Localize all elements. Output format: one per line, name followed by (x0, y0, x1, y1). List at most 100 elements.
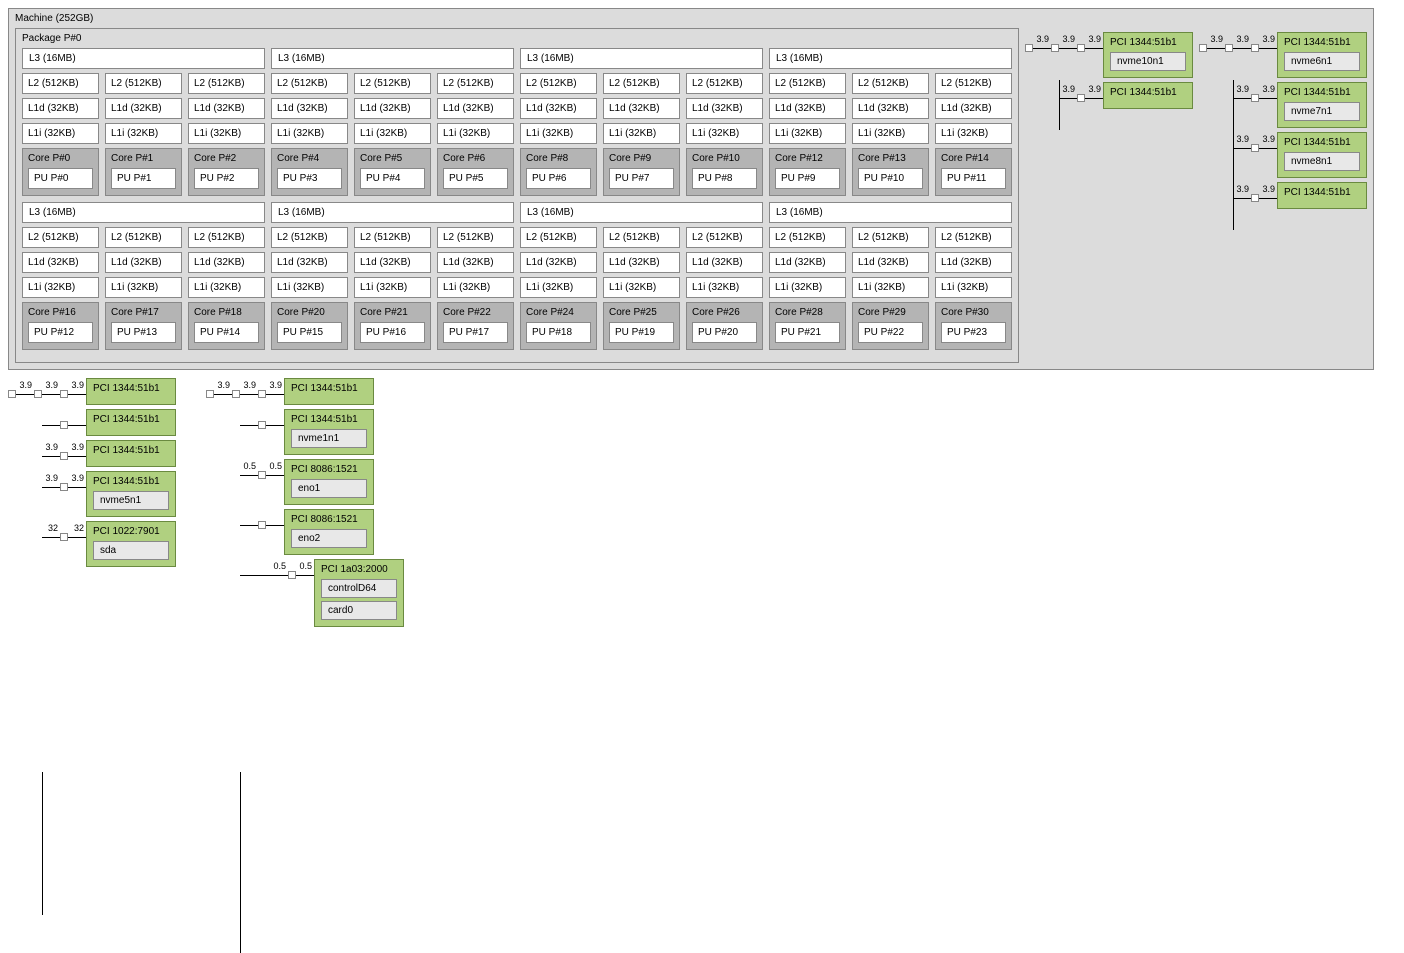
pci-device-box: PCI 1344:51b1 (284, 378, 374, 405)
pci-device-box: PCI 1022:7901sda (86, 521, 176, 567)
bridge-node (258, 471, 266, 479)
bandwidth-label: 3.9 (1262, 134, 1275, 144)
bridge-node (60, 483, 68, 491)
pci-label: PCI 1344:51b1 (1110, 87, 1186, 98)
l1d-cache: L1d (32KB) (769, 252, 846, 273)
pci-device-box: PCI 1344:51b1 (86, 378, 176, 405)
l2-cache: L2 (512KB) (105, 73, 182, 94)
l2-cache: L2 (512KB) (603, 73, 680, 94)
core-label: Core P#5 (360, 153, 425, 164)
l1d-cache: L1d (32KB) (354, 252, 431, 273)
l1i-cache: L1i (32KB) (520, 277, 597, 298)
l1d-cache: L1d (32KB) (22, 98, 99, 119)
core-label: Core P#21 (360, 307, 425, 318)
l1i-cache: L1i (32KB) (354, 123, 431, 144)
core-label: Core P#17 (111, 307, 176, 318)
l3-cache: L3 (16MB) (769, 202, 1012, 223)
pci-label: PCI 1344:51b1 (1284, 87, 1360, 98)
bandwidth-label: 0.5 (299, 561, 312, 571)
l2-cache: L2 (512KB) (686, 227, 763, 248)
bandwidth-label: 3.9 (1036, 34, 1049, 44)
pci-label: PCI 1344:51b1 (291, 383, 367, 394)
package-label: Package P#0 (22, 33, 1012, 44)
core-box: Core P#30PU P#23 (935, 302, 1012, 350)
l1i-cache: L1i (32KB) (105, 277, 182, 298)
l1i-cache: L1i (32KB) (935, 277, 1012, 298)
pu-box: PU P#5 (443, 168, 508, 189)
l3-cache: L3 (16MB) (22, 202, 265, 223)
l1d-cache: L1d (32KB) (271, 252, 348, 273)
pu-box: PU P#3 (277, 168, 342, 189)
pci-device-box: PCI 1344:51b1 (86, 409, 176, 436)
l3-cache: L3 (16MB) (22, 48, 265, 69)
pu-box: PU P#15 (277, 322, 342, 343)
bridge-node (232, 390, 240, 398)
os-device: nvme1n1 (291, 429, 367, 448)
l1d-cache: L1d (32KB) (22, 252, 99, 273)
core-box: Core P#6PU P#5 (437, 148, 514, 196)
core-box: Core P#2PU P#2 (188, 148, 265, 196)
bridge-node (1251, 144, 1259, 152)
pci-label: PCI 1344:51b1 (93, 476, 169, 487)
l1d-cache: L1d (32KB) (188, 252, 265, 273)
bandwidth-label: 3.9 (1262, 84, 1275, 94)
pci-device-box: PCI 1344:51b1nvme7n1 (1277, 82, 1367, 128)
l1d-cache: L1d (32KB) (437, 252, 514, 273)
l1i-cache: L1i (32KB) (271, 277, 348, 298)
bandwidth-label: 3.9 (1236, 84, 1249, 94)
pu-box: PU P#0 (28, 168, 93, 189)
bandwidth-label: 32 (74, 523, 84, 533)
bridge-node (1225, 44, 1233, 52)
l1d-cache: L1d (32KB) (603, 98, 680, 119)
bridge-node (258, 421, 266, 429)
bridge-node (60, 452, 68, 460)
core-box: Core P#20PU P#15 (271, 302, 348, 350)
core-label: Core P#26 (692, 307, 757, 318)
bandwidth-label: 3.9 (1062, 84, 1075, 94)
core-label: Core P#8 (526, 153, 591, 164)
pu-box: PU P#13 (111, 322, 176, 343)
bandwidth-label: 3.9 (1262, 34, 1275, 44)
l2-cache: L2 (512KB) (105, 227, 182, 248)
os-device: controlD64 (321, 579, 397, 598)
l1i-cache: L1i (32KB) (520, 123, 597, 144)
l2-cache: L2 (512KB) (354, 73, 431, 94)
core-box: Core P#10PU P#8 (686, 148, 763, 196)
core-label: Core P#16 (28, 307, 93, 318)
bandwidth-label: 3.9 (269, 380, 282, 390)
pu-box: PU P#2 (194, 168, 259, 189)
l1d-cache: L1d (32KB) (935, 98, 1012, 119)
core-label: Core P#14 (941, 153, 1006, 164)
pu-box: PU P#21 (775, 322, 840, 343)
l1d-cache: L1d (32KB) (105, 252, 182, 273)
pci-label: PCI 8086:1521 (291, 514, 367, 525)
pu-box: PU P#11 (941, 168, 1006, 189)
pci-label: PCI 1344:51b1 (1110, 37, 1186, 48)
l2-cache: L2 (512KB) (22, 73, 99, 94)
pu-box: PU P#19 (609, 322, 674, 343)
l1i-cache: L1i (32KB) (686, 277, 763, 298)
package-box: Package P#0 L3 (16MB) L3 (16MB) L3 (16MB) L… (15, 28, 1019, 363)
bridge-node (1199, 44, 1207, 52)
l1d-cache: L1d (32KB) (520, 252, 597, 273)
core-box: Core P#4PU P#3 (271, 148, 348, 196)
os-device: nvme5n1 (93, 491, 169, 510)
l1i-cache: L1i (32KB) (22, 277, 99, 298)
core-box: Core P#14 PU P#11 (935, 148, 1012, 196)
os-device: eno2 (291, 529, 367, 548)
l1d-cache: L1d (32KB) (852, 98, 929, 119)
core-box: Core P#12PU P#9 (769, 148, 846, 196)
core-box: Core P#18PU P#14 (188, 302, 265, 350)
pu-box: PU P#16 (360, 322, 425, 343)
l1i-cache: L1i (32KB) (603, 123, 680, 144)
bridge-node (34, 390, 42, 398)
core-label: Core P#22 (443, 307, 508, 318)
bandwidth-label: 3.9 (45, 380, 58, 390)
l1d-cache: L1d (32KB) (686, 98, 763, 119)
pu-box: PU P#4 (360, 168, 425, 189)
os-device: eno1 (291, 479, 367, 498)
pci-label: PCI 1022:7901 (93, 526, 169, 537)
core-box: Core P#1PU P#1 (105, 148, 182, 196)
pci-device-box: PCI 1344:51b1nvme6n1 (1277, 32, 1367, 78)
l1i-cache: L1i (32KB) (188, 277, 265, 298)
